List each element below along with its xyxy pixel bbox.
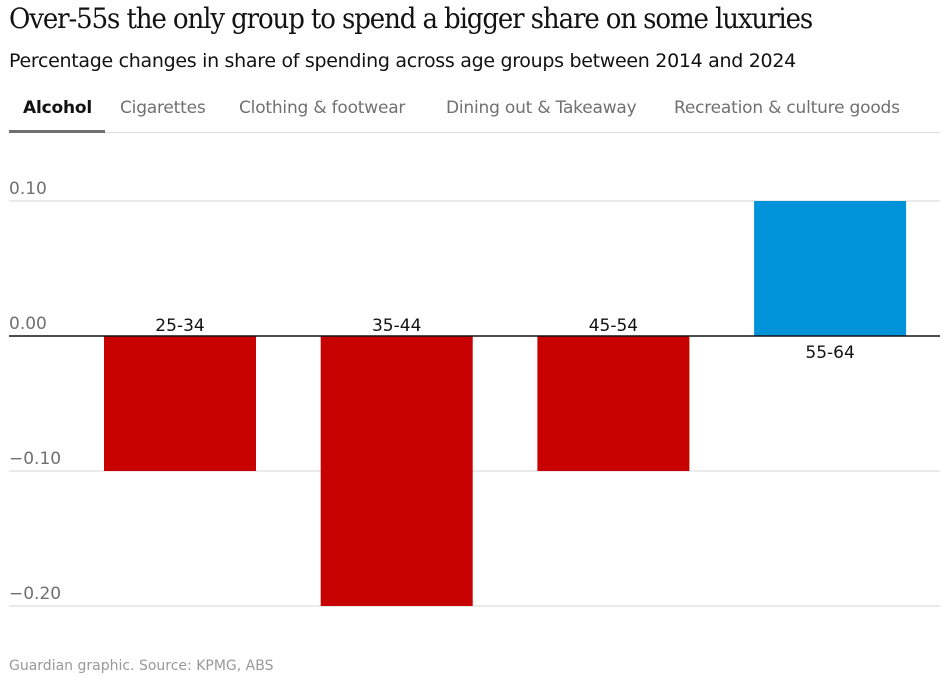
bar-55-64 bbox=[754, 201, 907, 336]
bar-45-54 bbox=[537, 336, 690, 471]
bar-25-34 bbox=[104, 336, 256, 471]
y-tick-label: 0.10 bbox=[9, 179, 47, 199]
category-labels: 25-34 35-44 45-54 55-64 bbox=[155, 316, 855, 363]
y-tick-label: −0.10 bbox=[9, 449, 61, 469]
chart-subtitle: Percentage changes in share of spending … bbox=[9, 50, 796, 72]
active-tab-indicator bbox=[9, 130, 105, 133]
bar-35-44 bbox=[320, 336, 473, 606]
category-label: 35-44 bbox=[372, 316, 421, 336]
tab-alcohol[interactable]: Alcohol bbox=[23, 98, 92, 118]
category-label: 45-54 bbox=[589, 316, 638, 336]
category-tabs: Alcohol Cigarettes Clothing & footwear D… bbox=[9, 92, 940, 133]
tab-recreation-culture-goods[interactable]: Recreation & culture goods bbox=[674, 98, 900, 118]
bars bbox=[104, 201, 907, 606]
y-tick-labels: 0.10 0.00 −0.10 −0.20 bbox=[9, 179, 61, 604]
tab-dining-out-takeaway[interactable]: Dining out & Takeaway bbox=[446, 98, 637, 118]
chart-title: Over-55s the only group to spend a bigge… bbox=[9, 2, 813, 35]
tab-clothing-footwear[interactable]: Clothing & footwear bbox=[239, 98, 406, 118]
y-tick-label: −0.20 bbox=[9, 584, 61, 604]
tab-cigarettes[interactable]: Cigarettes bbox=[120, 98, 206, 118]
category-label: 25-34 bbox=[155, 316, 204, 336]
source-note: Guardian graphic. Source: KPMG, ABS bbox=[9, 658, 274, 674]
category-label: 55-64 bbox=[805, 343, 854, 363]
y-tick-label: 0.00 bbox=[9, 314, 47, 334]
